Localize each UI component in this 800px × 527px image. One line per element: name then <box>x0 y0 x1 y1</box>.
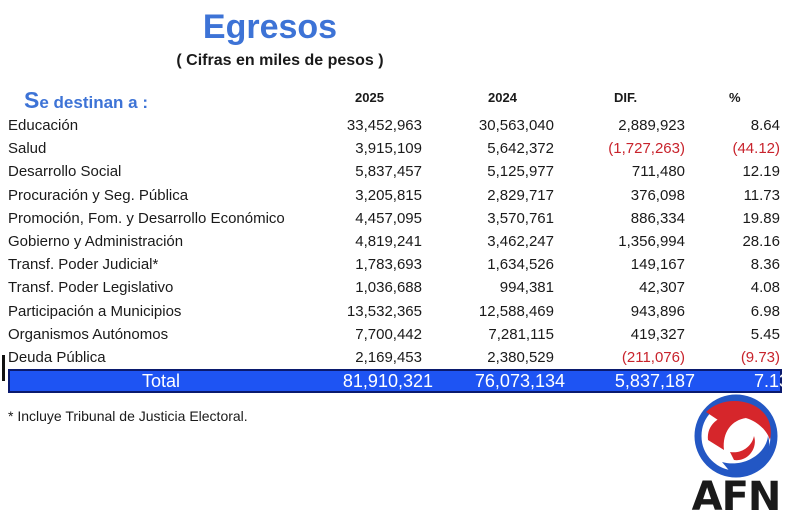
footnote: * Incluye Tribunal de Justicia Electoral… <box>8 408 248 424</box>
row-value-2025: 3,205,815 <box>355 186 422 204</box>
row-value-2025: 4,457,095 <box>355 209 422 227</box>
row-value-2025: 7,700,442 <box>355 325 422 343</box>
row-concept: Deuda Pública <box>8 349 106 366</box>
row-value-2024: 2,829,717 <box>487 186 554 204</box>
row-value-percent: (9.73) <box>740 349 780 366</box>
page-title: Egresos <box>202 8 338 46</box>
row-concept: Transf. Poder Legislativo <box>8 279 174 297</box>
section-heading-initial: S <box>24 87 40 113</box>
row-concept: Gobierno y Administración <box>8 233 184 250</box>
table-row: Gobierno y Administración 4,819,241 3,462,… <box>0 230 800 253</box>
row-value-2025: 3,915,109 <box>355 140 422 158</box>
row-value-2025: 2,169,453 <box>355 349 422 366</box>
row-value-dif: 1,356,994 <box>618 233 685 250</box>
column-header-2024: 2024 <box>488 90 517 105</box>
row-value-2025: 5,837,457 <box>355 163 422 181</box>
table-row: Participación a Municipios 13,532,365 12,5… <box>0 300 800 323</box>
row-value-percent: 19.89 <box>742 209 780 227</box>
row-value-dif: 886,334 <box>630 209 685 227</box>
row-value-percent: 5.45 <box>750 325 780 343</box>
total-row: Total 81,910,321 76,073,134 5,837,187 7.… <box>8 369 789 393</box>
page-subtitle: ( Cifras en miles de pesos ) <box>176 52 384 69</box>
row-value-dif: 419,327 <box>630 325 685 343</box>
table-row: Transf. Poder Legislativo 1,036,688 994,38… <box>0 276 800 299</box>
table-row: Transf. Poder Judicial* 1,783,693 1,634,52… <box>0 253 800 276</box>
section-heading-text: e destinan a : <box>39 93 148 112</box>
row-value-dif: 2,889,923 <box>618 117 685 134</box>
row-value-2025: 4,819,241 <box>355 233 422 250</box>
row-value-percent: 6.98 <box>750 302 780 320</box>
row-value-dif: 42,307 <box>639 279 685 297</box>
row-value-2024: 3,570,761 <box>487 209 554 227</box>
row-value-dif: (211,076) <box>621 349 685 366</box>
row-value-percent: 8.64 <box>750 117 780 134</box>
row-concept: Salud <box>8 140 47 158</box>
row-value-2024: 5,642,372 <box>487 140 554 158</box>
afn-logo: AFN <box>678 392 794 522</box>
row-value-dif: 943,896 <box>630 302 685 320</box>
column-header-2025: 2025 <box>355 90 384 105</box>
row-value-2024: 5,125,977 <box>487 163 554 181</box>
row-value-dif: 149,167 <box>630 256 685 274</box>
section-heading: Se destinan a : <box>24 87 148 114</box>
table-row: Educación 33,452,963 30,563,040 2,889,923 8.… <box>0 114 800 137</box>
row-value-percent: 4.08 <box>750 279 780 297</box>
row-value-percent: (44.12) <box>732 140 780 158</box>
row-value-percent: 11.73 <box>743 186 780 204</box>
row-concept: Educación <box>8 117 79 134</box>
row-concept: Organismos Autónomos <box>8 325 169 343</box>
row-value-2024: 2,380,529 <box>487 349 554 366</box>
row-value-2024: 1,634,526 <box>487 256 554 274</box>
row-value-2024: 994,381 <box>499 279 554 297</box>
total-label: Total <box>142 371 181 391</box>
table-row: Organismos Autónomos 7,700,442 7,281,115 41… <box>0 323 800 346</box>
table-row: Salud 3,915,109 5,642,372 (1,727,263) (44.12… <box>0 137 800 160</box>
row-value-2025: 13,532,365 <box>346 302 422 320</box>
column-header-percent: % <box>729 90 741 105</box>
row-value-percent: 12.19 <box>742 163 780 181</box>
row-value-2024: 30,563,040 <box>478 117 554 134</box>
table-row: Procuración y Seg. Pública 3,205,815 2,829… <box>0 184 800 207</box>
row-value-dif: (1,727,263) <box>608 140 685 158</box>
row-value-2024: 7,281,115 <box>488 325 554 343</box>
row-concept: Procuración y Seg. Pública <box>8 186 189 204</box>
afn-swirl-icon <box>694 394 778 478</box>
row-concept: Promoción, Fom. y Desarrollo Económico <box>8 209 285 227</box>
row-value-2025: 1,036,688 <box>355 279 422 297</box>
column-header-dif: DIF. <box>614 90 638 105</box>
row-value-dif: 711,480 <box>631 163 685 181</box>
row-concept: Desarrollo Social <box>8 163 122 181</box>
total-2024: 76,073,134 <box>474 371 565 391</box>
row-value-dif: 376,098 <box>630 186 685 204</box>
row-value-2024: 12,588,469 <box>478 302 554 320</box>
total-2025: 81,910,321 <box>342 371 433 391</box>
row-value-percent: 28.16 <box>742 233 780 250</box>
row-value-percent: 8.36 <box>750 256 780 274</box>
afn-logo-text: AFN <box>691 474 782 520</box>
row-value-2024: 3,462,247 <box>487 233 554 250</box>
table-row: Desarrollo Social 5,837,457 5,125,977 711,4… <box>0 160 800 183</box>
row-value-2025: 33,452,963 <box>346 117 422 134</box>
row-marker <box>2 355 5 381</box>
row-concept: Participación a Municipios <box>8 302 182 320</box>
table-row: Promoción, Fom. y Desarrollo Económico 4,… <box>0 207 800 230</box>
table-row: Deuda Pública 2,169,453 2,380,529 (211,076)… <box>0 346 800 369</box>
total-percent: 7.13 <box>753 371 789 391</box>
row-concept: Transf. Poder Judicial* <box>8 256 159 274</box>
row-value-2025: 1,783,693 <box>355 256 422 274</box>
total-dif: 5,837,187 <box>614 371 695 391</box>
